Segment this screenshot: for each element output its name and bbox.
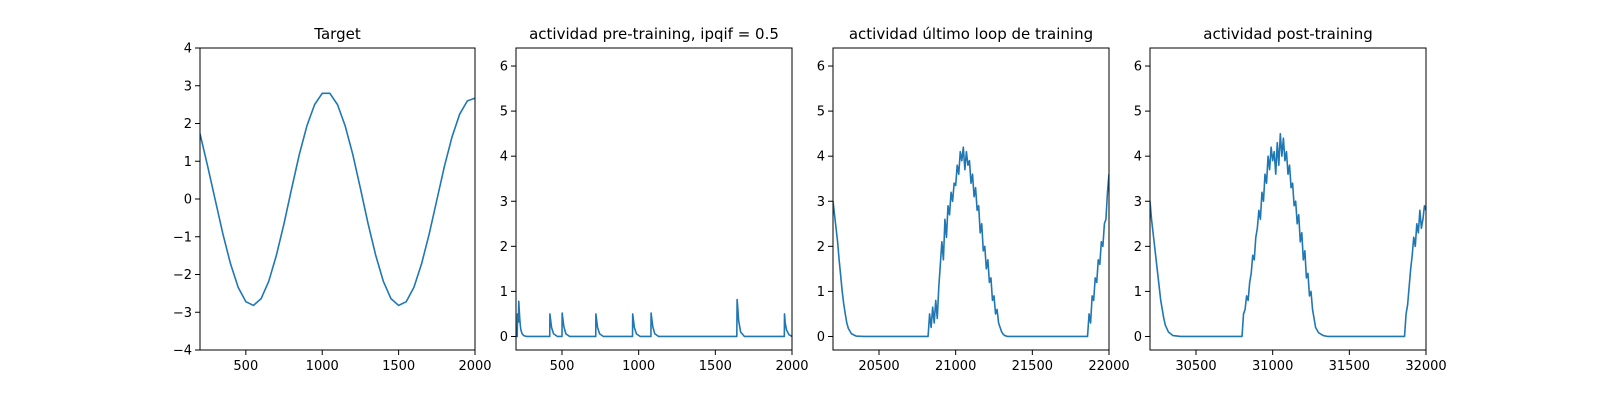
x-tick-label: 31500 <box>1329 359 1370 374</box>
x-tick-label: 32000 <box>1405 359 1446 374</box>
y-tick-label: 3 <box>1134 195 1142 210</box>
x-tick-label: 22000 <box>1088 359 1129 374</box>
series-line <box>200 92 475 307</box>
subplot-title: actividad post-training <box>1203 25 1372 43</box>
y-tick-label: 0 <box>817 330 825 345</box>
y-tick-label: 2 <box>184 117 192 132</box>
subplot-1: 500 1000 1500 2000 −4 −3 −2 −1 0 1 2 3 4 Target <box>173 25 492 374</box>
series-line <box>516 298 792 338</box>
y-tick-label: 5 <box>1134 105 1142 120</box>
y-tick-label: 2 <box>1134 240 1142 255</box>
y-tick-label: 3 <box>184 79 192 94</box>
subplot-title: Target <box>313 25 361 43</box>
x-tick-label: 21000 <box>935 359 976 374</box>
x-tick-label: 1000 <box>306 359 339 374</box>
x-tick-label: 1000 <box>622 359 655 374</box>
axes-frame <box>515 47 793 351</box>
x-tick-label: 1500 <box>382 359 415 374</box>
axes-frame <box>199 47 476 351</box>
y-tick-label: −3 <box>173 306 192 321</box>
subplot-4: 30500 31000 31500 32000 0 1 2 3 4 5 6 actividad pos… <box>1134 25 1447 374</box>
y-tick-label: 2 <box>817 240 825 255</box>
axes-frame <box>1149 47 1427 351</box>
y-tick-label: 0 <box>1134 330 1142 345</box>
y-tick-label: −1 <box>173 230 192 245</box>
y-tick-label: 3 <box>500 195 508 210</box>
x-tick-label: 500 <box>233 359 258 374</box>
series-line <box>833 146 1109 338</box>
x-tick-label: 21500 <box>1012 359 1053 374</box>
y-tick-label: 6 <box>1134 60 1142 75</box>
series-line <box>1150 132 1426 338</box>
x-tick-label: 20500 <box>858 359 899 374</box>
x-tick-label: 2000 <box>458 359 491 374</box>
y-tick-label: 5 <box>817 105 825 120</box>
x-tick-label: 30500 <box>1175 359 1216 374</box>
y-tick-label: 4 <box>817 150 825 165</box>
y-tick-label: 0 <box>500 330 508 345</box>
x-tick-label: 1500 <box>699 359 732 374</box>
y-tick-label: 2 <box>500 240 508 255</box>
subplot-3: 20500 21000 21500 22000 0 1 2 3 4 5 6 actividad últ… <box>817 25 1130 374</box>
y-tick-label: 0 <box>184 193 192 208</box>
y-tick-label: −4 <box>173 344 192 359</box>
x-tick-label: 500 <box>550 359 575 374</box>
subplot-2: 500 1000 1500 2000 0 1 2 3 4 5 6 actividad pre-trai… <box>500 25 809 374</box>
y-tick-label: 6 <box>817 60 825 75</box>
y-tick-label: −2 <box>173 268 192 283</box>
y-tick-label: 1 <box>1134 285 1142 300</box>
y-tick-label: 4 <box>184 42 192 57</box>
x-tick-label: 31000 <box>1252 359 1293 374</box>
y-tick-label: 1 <box>500 285 508 300</box>
y-tick-label: 3 <box>817 195 825 210</box>
y-tick-label: 6 <box>500 60 508 75</box>
axes-frame <box>832 47 1110 351</box>
y-tick-label: 4 <box>1134 150 1142 165</box>
x-tick-label: 2000 <box>775 359 808 374</box>
y-tick-label: 1 <box>184 155 192 170</box>
y-tick-label: 4 <box>500 150 508 165</box>
subplot-title: actividad pre-training, ipqif = 0.5 <box>529 25 779 43</box>
y-tick-label: 1 <box>817 285 825 300</box>
y-tick-label: 5 <box>500 105 508 120</box>
subplot-title: actividad último loop de training <box>849 25 1093 43</box>
